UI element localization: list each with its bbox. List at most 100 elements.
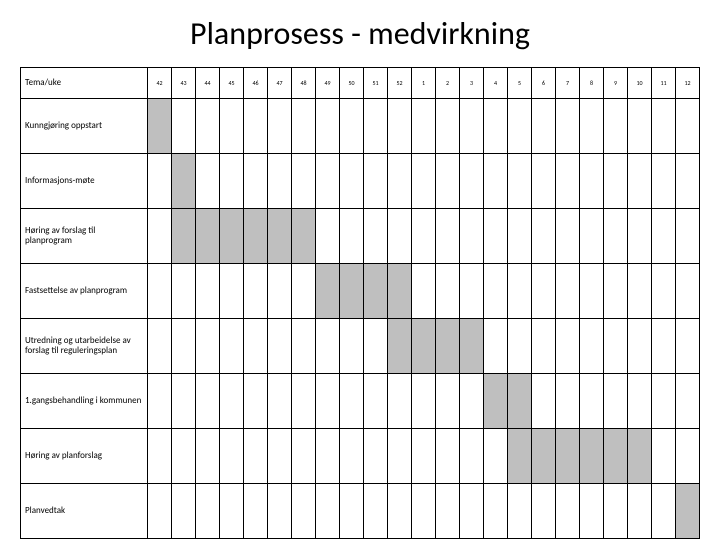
table-row: 1.gangsbehandling i kommunen [21,374,700,429]
gantt-cell [388,484,412,539]
gantt-cell [460,154,484,209]
gantt-cell [316,264,340,319]
gantt-cell [268,484,292,539]
gantt-cell [604,154,628,209]
gantt-cell [244,484,268,539]
gantt-cell [532,429,556,484]
week-header: 10 [628,68,652,99]
gantt-cell [244,209,268,264]
gantt-cell [412,99,436,154]
gantt-cell [676,264,700,319]
gantt-cell [292,209,316,264]
gantt-cell [556,154,580,209]
table-row: Høring av forslag til planprogram [21,209,700,264]
gantt-cell [244,264,268,319]
table-row: Planvedtak [21,484,700,539]
gantt-cell [508,374,532,429]
table-row: Informasjons-møte [21,154,700,209]
gantt-cell [628,264,652,319]
gantt-cell [340,484,364,539]
gantt-cell [364,429,388,484]
gantt-cell [196,374,220,429]
gantt-cell [292,99,316,154]
gantt-cell [388,429,412,484]
gantt-cell [220,484,244,539]
gantt-cell [412,264,436,319]
gantt-cell [292,154,316,209]
gantt-cell [532,484,556,539]
row-label: Informasjons-møte [21,154,148,209]
gantt-cell [220,429,244,484]
gantt-cell [436,429,460,484]
gantt-cell [412,374,436,429]
gantt-cell [652,99,676,154]
gantt-cell [676,319,700,374]
gantt-cell [604,99,628,154]
gantt-cell [580,209,604,264]
gantt-cell [172,209,196,264]
gantt-cell [508,319,532,374]
gantt-cell [268,319,292,374]
gantt-cell [292,319,316,374]
week-header: 51 [364,68,388,99]
gantt-cell [676,209,700,264]
gantt-cell [388,209,412,264]
gantt-cell [316,484,340,539]
gantt-cell [604,209,628,264]
week-header: 12 [676,68,700,99]
week-header: 49 [316,68,340,99]
gantt-cell [364,374,388,429]
table-row: Kunngjøring oppstart [21,99,700,154]
gantt-cell [388,374,412,429]
gantt-cell [460,374,484,429]
gantt-cell [580,484,604,539]
gantt-cell [460,99,484,154]
gantt-cell [268,209,292,264]
gantt-cell [652,209,676,264]
row-label: Utredning og utarbeidelse av forslag til… [21,319,148,374]
gantt-cell [652,154,676,209]
gantt-cell [580,154,604,209]
gantt-cell [436,209,460,264]
gantt-cell [532,154,556,209]
gantt-cell [460,319,484,374]
gantt-cell [436,264,460,319]
week-header: 6 [532,68,556,99]
gantt-cell [196,154,220,209]
gantt-cell [580,429,604,484]
gantt-cell [340,209,364,264]
gantt-cell [316,374,340,429]
row-label: Høring av planforslag [21,429,148,484]
gantt-cell [676,429,700,484]
gantt-table: Tema/uke 4243444546474849505152123456789… [20,67,700,539]
row-label: Høring av forslag til planprogram [21,209,148,264]
gantt-cell [484,264,508,319]
week-header: 47 [268,68,292,99]
gantt-cell [628,429,652,484]
row-label: 1.gangsbehandling i kommunen [21,374,148,429]
gantt-cell [220,209,244,264]
gantt-cell [364,264,388,319]
gantt-cell [508,264,532,319]
gantt-cell [220,154,244,209]
gantt-cell [220,264,244,319]
gantt-cell [556,319,580,374]
slide: Planprosess - medvirkning Tema/uke 42434… [0,0,720,540]
gantt-cell [436,374,460,429]
gantt-cell [556,264,580,319]
gantt-body: Kunngjøring oppstartInformasjons-møteHør… [21,99,700,539]
gantt-cell [172,319,196,374]
gantt-cell [652,319,676,374]
gantt-cell [412,319,436,374]
gantt-cell [196,99,220,154]
gantt-cell [148,209,172,264]
week-header: 1 [412,68,436,99]
gantt-cell [652,429,676,484]
gantt-cell [676,154,700,209]
gantt-cell [364,99,388,154]
week-header: 42 [148,68,172,99]
gantt-cell [244,374,268,429]
gantt-cell [628,209,652,264]
gantt-cell [340,264,364,319]
table-row: Utredning og utarbeidelse av forslag til… [21,319,700,374]
